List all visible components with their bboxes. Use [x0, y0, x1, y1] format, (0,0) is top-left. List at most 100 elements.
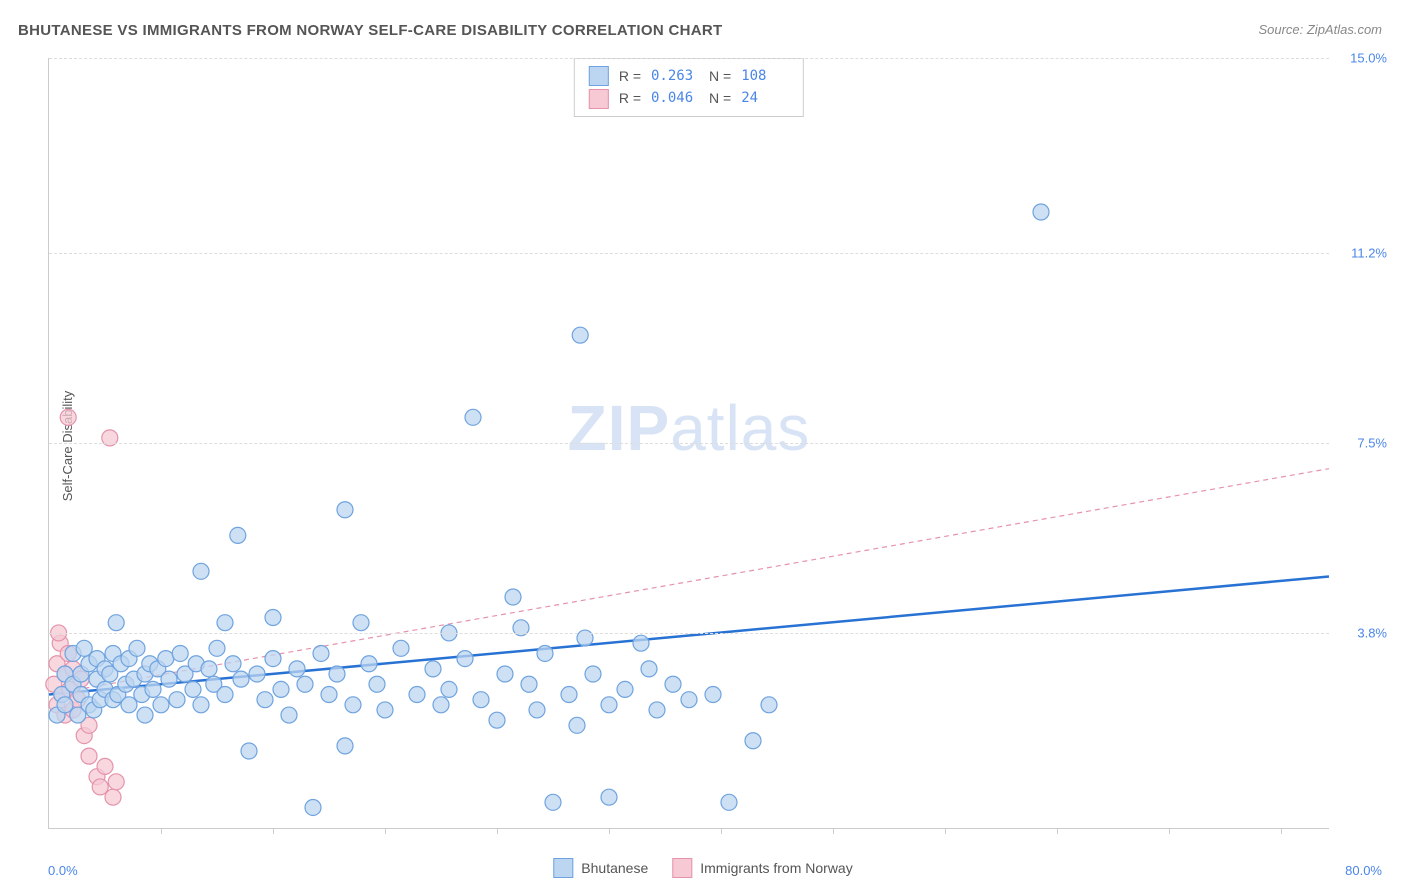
scatter-point [601, 697, 617, 713]
scatter-point [585, 666, 601, 682]
scatter-point [601, 789, 617, 805]
stats-row-2: R = 0.046 N = 24 [589, 87, 789, 109]
scatter-point [545, 794, 561, 810]
scatter-point [649, 702, 665, 718]
scatter-point [745, 733, 761, 749]
x-axis-max-label: 80.0% [1345, 863, 1382, 878]
scatter-point [393, 640, 409, 656]
scatter-point [505, 589, 521, 605]
n-value-1: 108 [741, 65, 789, 87]
gridline-h [49, 443, 1329, 444]
scatter-point [281, 707, 297, 723]
scatter-point [561, 687, 577, 703]
r-label: R = [619, 87, 641, 109]
scatter-point [497, 666, 513, 682]
scatter-point [129, 640, 145, 656]
scatter-point [225, 656, 241, 672]
scatter-point [369, 676, 385, 692]
scatter-point [433, 697, 449, 713]
scatter-point [289, 661, 305, 677]
scatter-point [489, 712, 505, 728]
scatter-point [313, 645, 329, 661]
scatter-point [361, 656, 377, 672]
r-value-2: 0.046 [651, 87, 699, 109]
scatter-point [217, 687, 233, 703]
scatter-point [265, 651, 281, 667]
scatter-point [721, 794, 737, 810]
scatter-point [465, 409, 481, 425]
scatter-point [185, 681, 201, 697]
scatter-point [81, 748, 97, 764]
bottom-legend: Bhutanese Immigrants from Norway [553, 858, 852, 878]
gridline-h [49, 58, 1329, 59]
scatter-point [633, 635, 649, 651]
scatter-point [209, 640, 225, 656]
x-tick [497, 828, 498, 834]
scatter-point [273, 681, 289, 697]
n-value-2: 24 [741, 87, 789, 109]
scatter-point [305, 799, 321, 815]
scatter-point [681, 692, 697, 708]
scatter-point [321, 687, 337, 703]
scatter-point [241, 743, 257, 759]
scatter-point [529, 702, 545, 718]
scatter-point [521, 676, 537, 692]
legend-swatch-1 [553, 858, 573, 878]
scatter-point [473, 692, 489, 708]
scatter-point [145, 681, 161, 697]
x-axis-min-label: 0.0% [48, 863, 78, 878]
scatter-point [108, 774, 124, 790]
x-tick [833, 828, 834, 834]
legend-label-1: Bhutanese [581, 860, 648, 876]
scatter-point [108, 615, 124, 631]
x-tick [609, 828, 610, 834]
scatter-point [97, 758, 113, 774]
scatter-point [60, 409, 76, 425]
scatter-point [230, 527, 246, 543]
scatter-point [537, 645, 553, 661]
scatter-point [665, 676, 681, 692]
scatter-point [441, 681, 457, 697]
x-tick [161, 828, 162, 834]
scatter-point [105, 789, 121, 805]
scatter-point [345, 697, 361, 713]
scatter-point [569, 717, 585, 733]
scatter-point [137, 707, 153, 723]
stats-row-1: R = 0.263 N = 108 [589, 65, 789, 87]
y-tick-label: 11.2% [1351, 246, 1387, 261]
scatter-point [353, 615, 369, 631]
scatter-point [377, 702, 393, 718]
r-label: R = [619, 65, 641, 87]
scatter-point [161, 671, 177, 687]
stats-legend-box: R = 0.263 N = 108 R = 0.046 N = 24 [574, 58, 804, 117]
scatter-point [572, 327, 588, 343]
scatter-point [172, 645, 188, 661]
scatter-point [158, 651, 174, 667]
legend-swatch-2 [672, 858, 692, 878]
scatter-point [217, 615, 233, 631]
scatter-point [233, 671, 249, 687]
legend-item-1: Bhutanese [553, 858, 648, 878]
r-value-1: 0.263 [651, 65, 699, 87]
chart-title: BHUTANESE VS IMMIGRANTS FROM NORWAY SELF… [18, 22, 722, 39]
x-tick [1281, 828, 1282, 834]
x-tick [273, 828, 274, 834]
scatter-point [265, 610, 281, 626]
y-tick-label: 3.8% [1357, 625, 1387, 640]
y-tick-label: 7.5% [1357, 436, 1387, 451]
scatter-point [193, 697, 209, 713]
scatter-point [153, 697, 169, 713]
scatter-point [337, 502, 353, 518]
x-tick [385, 828, 386, 834]
plot-area: ZIPatlas R = 0.263 N = 108 R = 0.046 N =… [48, 58, 1329, 829]
scatter-point [1033, 204, 1049, 220]
x-tick [1057, 828, 1058, 834]
source-attribution: Source: ZipAtlas.com [1258, 22, 1382, 37]
gridline-h [49, 633, 1329, 634]
scatter-point [169, 692, 185, 708]
scatter-point [257, 692, 273, 708]
scatter-point [329, 666, 345, 682]
scatter-point [705, 687, 721, 703]
n-label: N = [709, 65, 731, 87]
y-tick-label: 15.0% [1350, 51, 1387, 66]
